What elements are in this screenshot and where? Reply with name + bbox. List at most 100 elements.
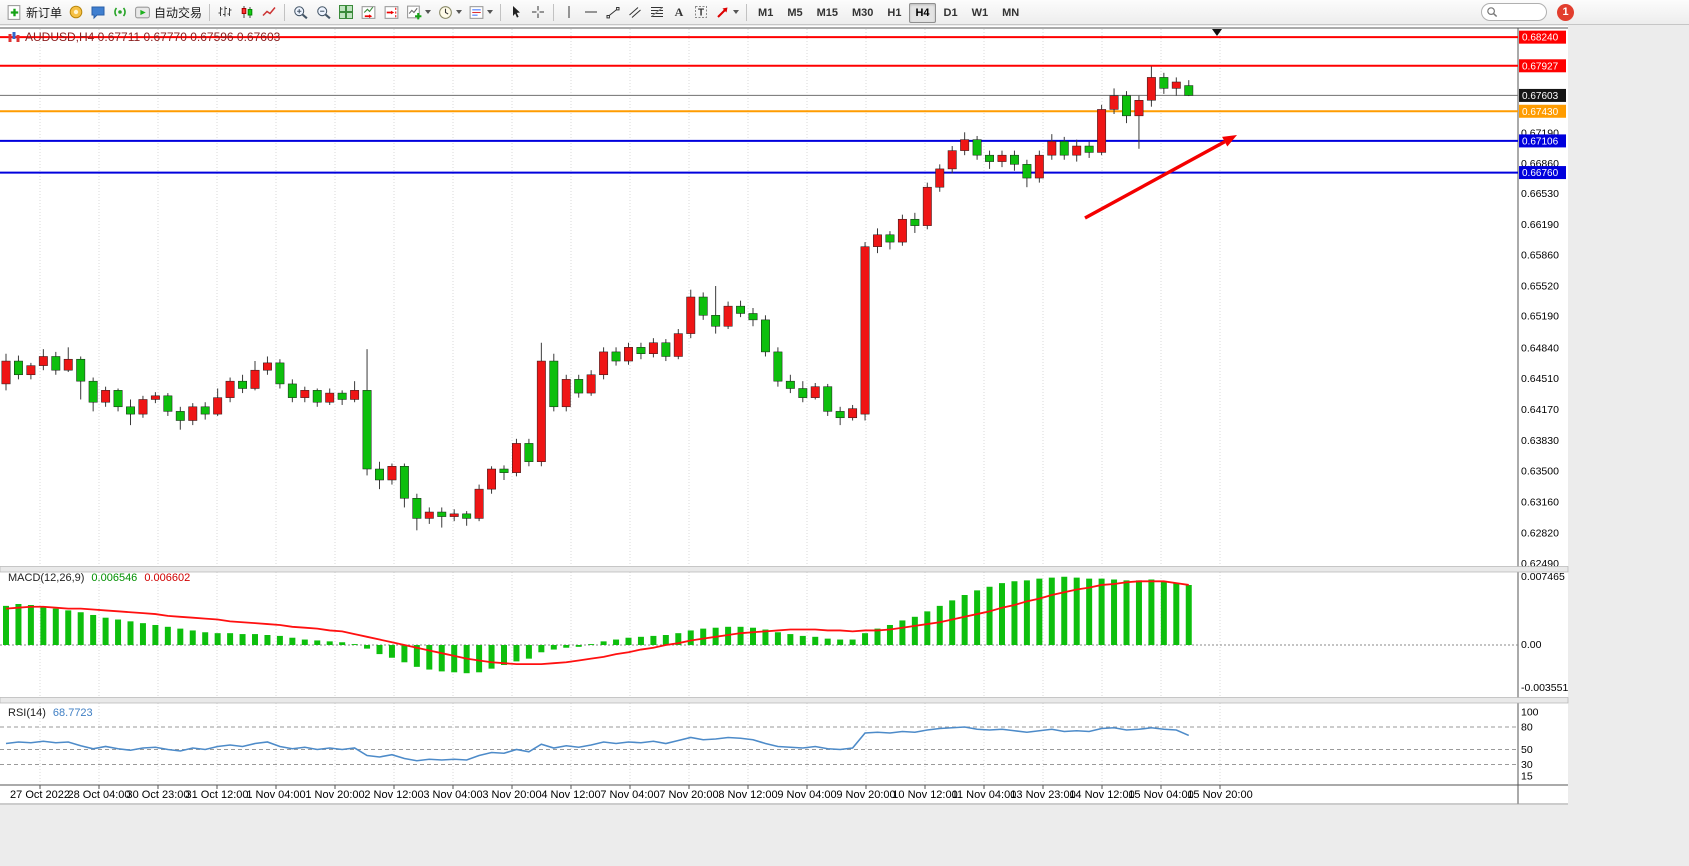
cursor-button[interactable]: [505, 2, 527, 23]
chart-shift-icon: [384, 5, 399, 19]
svg-text:14 Nov 12:00: 14 Nov 12:00: [1069, 789, 1134, 801]
svg-text:30 Oct 23:00: 30 Oct 23:00: [127, 789, 190, 801]
svg-text:8 Nov 12:00: 8 Nov 12:00: [718, 789, 777, 801]
periods-button[interactable]: [434, 2, 465, 23]
timeframe-h1-button[interactable]: H1: [887, 7, 902, 19]
svg-text:0.00: 0.00: [1521, 639, 1542, 651]
chart-title: AUDUSD,H4 0.67711 0.67770 0.67596 0.6760…: [8, 30, 280, 44]
chart-shift-marker[interactable]: [1212, 29, 1222, 36]
chat-button[interactable]: [87, 2, 109, 23]
chart-shift-button[interactable]: [380, 2, 403, 23]
timeframe-w1-button[interactable]: W1: [971, 7, 989, 19]
signals-icon: [114, 7, 126, 17]
timeframe-group: M1 M5 M15 M30 H1 H4 D1 W1 MN: [751, 3, 1026, 23]
line-chart-icon: [262, 7, 276, 17]
price-chart-canvas[interactable]: 0.671900.668600.665300.661900.658600.655…: [0, 25, 1689, 866]
svg-text:10 Nov 12:00: 10 Nov 12:00: [892, 789, 957, 801]
indicators-button[interactable]: [403, 2, 434, 23]
label-button[interactable]: T: [690, 2, 712, 23]
svg-text:0.65860: 0.65860: [1521, 249, 1559, 261]
price-line-labels: 0.68240 0.67927 0.67603 0.67430 0.67106 0.667…: [1519, 30, 1566, 180]
new-order-button[interactable]: 新订单: [3, 2, 65, 23]
svg-text:0.63830: 0.63830: [1521, 435, 1559, 447]
svg-text:30: 30: [1521, 759, 1533, 771]
rsi-label: RSI(14) 68.7723: [8, 707, 93, 719]
chevron-down-icon: [733, 10, 740, 14]
macd-axis-labels: 0.007465 0.00 -0.003551: [1521, 571, 1568, 694]
rsi-name: RSI(14): [8, 707, 46, 719]
zoom-in-button[interactable]: [289, 2, 312, 23]
tile-windows-button[interactable]: [335, 2, 357, 23]
svg-text:80: 80: [1521, 722, 1533, 734]
shapes-button[interactable]: [712, 2, 742, 23]
templates-button[interactable]: [465, 2, 496, 23]
svg-text:0.67106: 0.67106: [1522, 136, 1559, 147]
svg-text:0.67430: 0.67430: [1522, 107, 1559, 118]
candlestick-chart-button[interactable]: [236, 2, 258, 23]
search-input[interactable]: [1501, 5, 1539, 19]
toolbar-right-group: 1: [1481, 3, 1574, 21]
fibonacci-button[interactable]: [646, 2, 668, 23]
toolbar-separator: [553, 3, 555, 21]
svg-text:2 Nov 12:00: 2 Nov 12:00: [364, 789, 423, 801]
svg-text:15 Nov 04:00: 15 Nov 04:00: [1128, 789, 1193, 801]
calendar-button[interactable]: [65, 2, 87, 23]
search-box[interactable]: [1481, 3, 1547, 21]
timeframe-m1-button[interactable]: M1: [758, 7, 774, 19]
svg-text:15: 15: [1521, 770, 1533, 782]
time-axis-ticks: [39, 785, 1221, 789]
toolbar-separator: [500, 3, 502, 21]
tile-windows-icon: [339, 5, 354, 19]
crosshair-button[interactable]: [527, 2, 549, 23]
signals-button[interactable]: [109, 2, 131, 23]
bar-chart-button[interactable]: [214, 2, 236, 23]
new-order-icon: [7, 4, 21, 20]
zoom-in-icon: [294, 5, 308, 19]
macd-main-value: 0.006546: [91, 572, 138, 584]
horizontal-line-button[interactable]: [580, 2, 602, 23]
chart-title-text: AUDUSD,H4 0.67711 0.67770 0.67596 0.6760…: [25, 30, 281, 44]
chevron-down-icon: [425, 10, 432, 14]
trendline-button[interactable]: [602, 2, 624, 23]
clock-icon: [439, 5, 452, 19]
rsi-level-lines: [0, 726, 1518, 765]
candlestick-chart-icon: [241, 6, 253, 18]
svg-text:0.67603: 0.67603: [1522, 91, 1559, 102]
trendline-icon: [606, 7, 620, 19]
text-button[interactable]: A: [668, 2, 690, 23]
algo-trading-button[interactable]: 自动交易: [131, 2, 205, 23]
notification-badge[interactable]: 1: [1557, 3, 1574, 21]
candlesticks: [1, 66, 1194, 531]
svg-text:0.63160: 0.63160: [1521, 496, 1559, 508]
calendar-icon: [69, 5, 83, 19]
timeframe-m30-button[interactable]: M30: [852, 7, 874, 19]
macd-signal-value: 0.006602: [144, 572, 191, 584]
equidistant-channel-button[interactable]: [624, 2, 646, 23]
svg-text:0.63500: 0.63500: [1521, 465, 1559, 477]
svg-text:13 Nov 23:00: 13 Nov 23:00: [1010, 789, 1075, 801]
zoom-out-icon: [317, 5, 331, 19]
line-chart-button[interactable]: [258, 2, 280, 23]
fibonacci-icon: [651, 7, 664, 17]
panel-separators[interactable]: [0, 566, 1569, 704]
svg-text:7 Nov 20:00: 7 Nov 20:00: [659, 789, 718, 801]
support-label-box: [1519, 134, 1566, 148]
svg-text:15 Nov 20:00: 15 Nov 20:00: [1187, 789, 1252, 801]
vertical-line-button[interactable]: [558, 2, 580, 23]
timeframe-h4-button[interactable]: H4: [909, 3, 936, 23]
timeframe-m15-button[interactable]: M15: [816, 7, 838, 19]
svg-text:0.007465: 0.007465: [1521, 571, 1565, 583]
toolbar-separator: [209, 3, 211, 21]
timeframe-m5-button[interactable]: M5: [787, 7, 803, 19]
algo-trading-icon: [135, 6, 150, 18]
zoom-out-button[interactable]: [312, 2, 335, 23]
timeframe-mn-button[interactable]: MN: [1002, 7, 1020, 19]
trend-arrow[interactable]: [1084, 135, 1237, 220]
timeframe-d1-button[interactable]: D1: [943, 7, 958, 19]
auto-scroll-button[interactable]: [357, 2, 380, 23]
horizontal-price-lines[interactable]: [0, 36, 1518, 174]
arrow-shape-icon: [717, 7, 728, 18]
new-order-label: 新订单: [26, 5, 63, 20]
